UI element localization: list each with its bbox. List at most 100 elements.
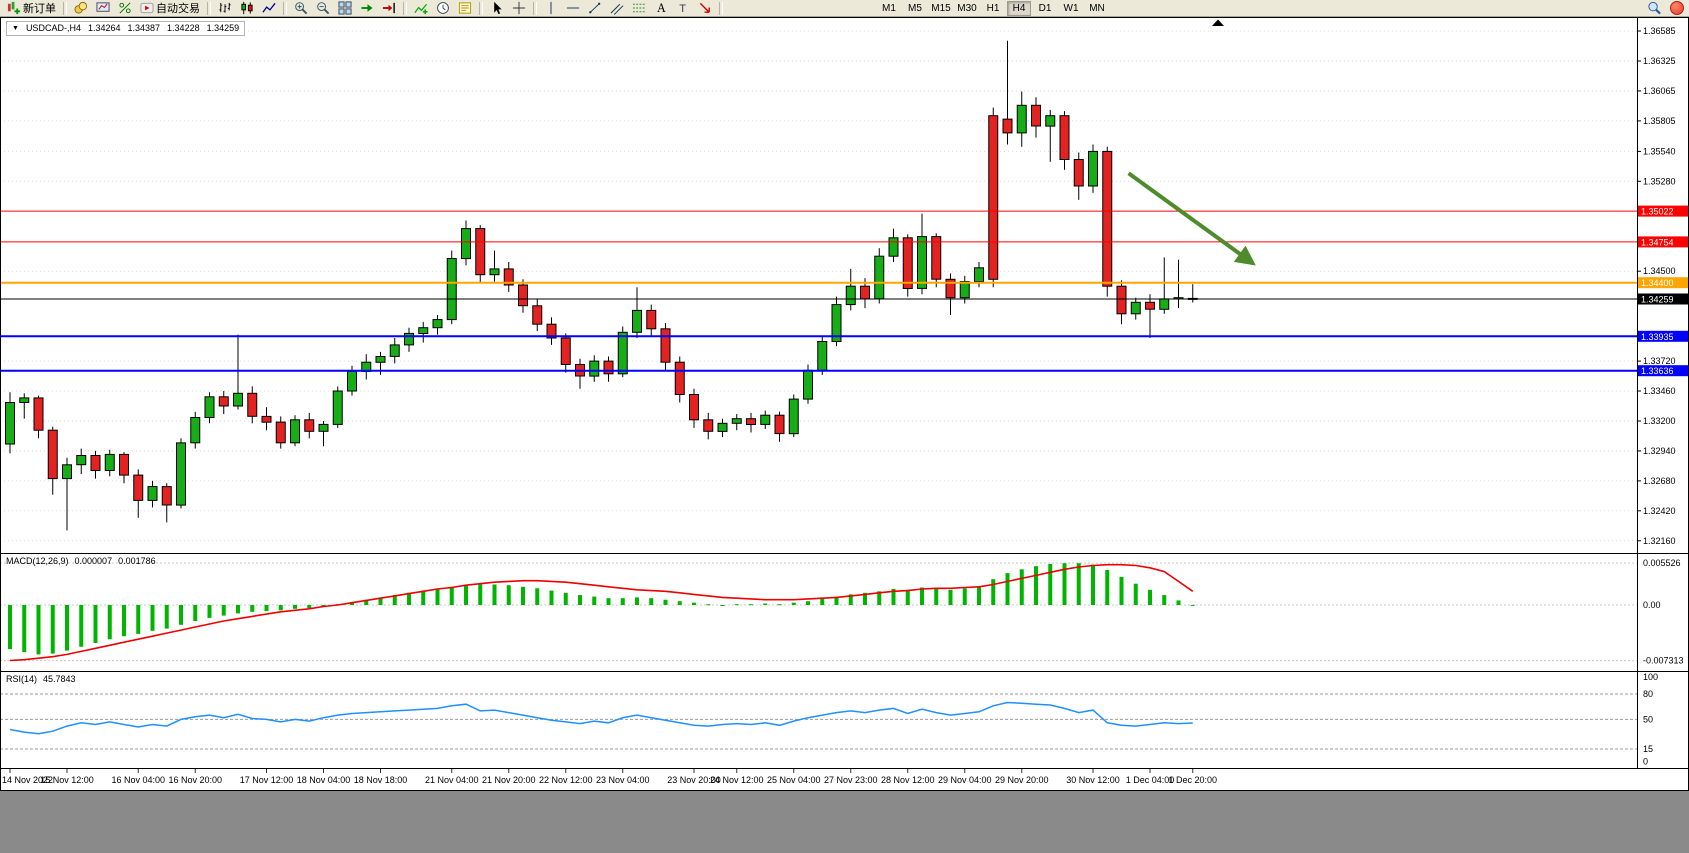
auto-scroll-button[interactable] — [357, 1, 377, 16]
toolbar-separator — [283, 1, 287, 15]
ohlc-open: 1.34264 — [87, 23, 121, 33]
chart-window: 1.36585 1.36325 1.36065 1.35805 1.35540 1.352… — [0, 17, 1689, 791]
chart-canvas[interactable]: 1.36585 1.36325 1.36065 1.35805 1.35540 1.352… — [0, 17, 1689, 791]
timeframe-w1-button[interactable]: W1 — [1059, 1, 1083, 16]
periods-button[interactable] — [433, 1, 453, 16]
toolbar-separator — [479, 1, 483, 15]
price-axis[interactable]: 1.36585 1.36325 1.36065 1.35805 1.35540 1.352… — [0, 26, 1676, 546]
candlestick-chart-button[interactable] — [237, 1, 257, 16]
cursor-button[interactable] — [487, 1, 507, 16]
notification-icon[interactable] — [1670, 1, 1684, 15]
price-line-label — [1638, 330, 1688, 342]
time-label: 16 Nov 04:00 — [111, 775, 165, 785]
timeframe-h4-button[interactable]: H4 — [1007, 0, 1031, 16]
time-label: 23 Nov 04:00 — [596, 775, 650, 785]
time-label: 1 Dec 20:00 — [1168, 775, 1217, 785]
timeframe-m15-button[interactable]: M15 — [929, 1, 953, 16]
macd-pane-label: MACD(12,26,9) 0.000007 0.001786 — [6, 556, 156, 566]
charts-screen-button[interactable] — [93, 1, 113, 16]
time-label: 1 Dec 04:00 — [1126, 775, 1175, 785]
time-label: 29 Nov 20:00 — [995, 775, 1049, 785]
fibonacci-button[interactable] — [629, 1, 649, 16]
chart-shift-button[interactable] — [379, 1, 399, 16]
search-icon[interactable] — [1644, 1, 1664, 16]
trendline-button[interactable] — [585, 1, 605, 16]
time-label: 18 Nov 18:00 — [354, 775, 408, 785]
oneclick-collapse-icon[interactable]: ▼ — [12, 25, 19, 32]
price-tick-label: 1.33460 — [1643, 386, 1676, 396]
time-label: 28 Nov 12:00 — [881, 775, 935, 785]
rsi-axis-label: 100 — [1643, 672, 1658, 682]
crosshair-button[interactable] — [509, 1, 529, 16]
time-label: 17 Nov 12:00 — [240, 775, 294, 785]
toolbar-right — [1643, 1, 1686, 16]
chart-shift-marker[interactable] — [1212, 19, 1224, 27]
macd-signal-line — [9, 563, 1194, 662]
svg-text:A: A — [657, 1, 666, 15]
timeframe-m1-button[interactable]: M1 — [877, 1, 901, 16]
vertical-line-button[interactable] — [541, 1, 561, 16]
candles-layer — [5, 40, 1198, 531]
line-chart-button[interactable] — [259, 1, 279, 16]
timeframe-m5-button[interactable]: M5 — [903, 1, 927, 16]
macd-title: MACD(12,26,9) — [6, 556, 69, 566]
time-label: 15 Nov 12:00 — [40, 775, 94, 785]
price-tick-label: 1.32680 — [1643, 476, 1676, 486]
toolbar: 新订单 自动交易 A T M1 M5 M15 M30 H1 H4 D1 W1 MN — [0, 0, 1689, 17]
price-line-label — [1638, 365, 1688, 377]
time-label: 22 Nov 12:00 — [539, 775, 593, 785]
rsi-axis-label: 15 — [1643, 744, 1653, 754]
time-label: 27 Nov 23:00 — [824, 775, 878, 785]
current-price-label — [1638, 293, 1688, 305]
ohlc-close: 1.34259 — [206, 23, 240, 33]
price-tick-label: 1.35805 — [1643, 116, 1676, 126]
ohlc-high: 1.34387 — [127, 23, 161, 33]
time-label: 29 Nov 04:00 — [938, 775, 992, 785]
price-tick-label: 1.35540 — [1643, 146, 1676, 156]
timeframe-m30-button[interactable]: M30 — [955, 1, 979, 16]
time-label: 23 Nov 20:00 — [667, 775, 721, 785]
time-label: 25 Nov 04:00 — [767, 775, 821, 785]
macd-axis-label: -0.007313 — [1643, 656, 1684, 666]
templates-button[interactable] — [455, 1, 475, 16]
zoom-in-button[interactable] — [291, 1, 311, 16]
horizontal-line-button[interactable] — [563, 1, 583, 16]
trend-arrow[interactable] — [1127, 171, 1256, 266]
time-label: 14 Nov 2022 — [2, 775, 53, 785]
rsi-line — [9, 701, 1193, 735]
time-label: 30 Nov 12:00 — [1066, 775, 1120, 785]
svg-text:1.33935: 1.33935 — [1641, 332, 1674, 342]
arrows-button[interactable] — [695, 1, 715, 16]
text-button[interactable]: A — [651, 1, 671, 16]
new-order-button[interactable]: 新订单 — [4, 1, 59, 16]
svg-text:1.34259: 1.34259 — [1641, 295, 1674, 305]
timeframe-mn-button[interactable]: MN — [1085, 1, 1109, 16]
zoom-out-button[interactable] — [313, 1, 333, 16]
channel-button[interactable] — [607, 1, 627, 16]
rsi-pane: 100 80 50 15 0 — [0, 672, 1658, 767]
tile-windows-button[interactable] — [335, 1, 355, 16]
toolbar-separator — [207, 1, 211, 15]
symbol-name: USDCAD-,H4 — [25, 23, 81, 33]
timeframe-h1-button[interactable]: H1 — [981, 1, 1005, 16]
indicators-button[interactable] — [411, 1, 431, 16]
rsi-axis-label: 50 — [1643, 714, 1653, 724]
price-tick-label: 1.35280 — [1643, 176, 1676, 186]
svg-text:1.33636: 1.33636 — [1641, 366, 1674, 376]
price-tick-label: 1.34500 — [1643, 266, 1676, 276]
svg-text:1.34754: 1.34754 — [1641, 237, 1674, 247]
svg-text:1.34400: 1.34400 — [1641, 278, 1674, 288]
label-button[interactable]: T — [673, 1, 693, 16]
symbol-info: ▼ USDCAD-,H4 1.34264 1.34387 1.34228 1.3… — [6, 21, 246, 36]
price-tick-label: 1.32160 — [1643, 536, 1676, 546]
toolbar-separator — [403, 1, 407, 15]
svg-text:1.35022: 1.35022 — [1641, 207, 1674, 217]
percent-button[interactable] — [115, 1, 135, 16]
bar-chart-button[interactable] — [215, 1, 235, 16]
autotrading-button[interactable]: 自动交易 — [137, 1, 203, 16]
price-tick-label: 1.33200 — [1643, 416, 1676, 426]
coins-icon-button[interactable] — [71, 1, 91, 16]
price-line-label — [1638, 277, 1688, 289]
timeframe-d1-button[interactable]: D1 — [1033, 1, 1057, 16]
